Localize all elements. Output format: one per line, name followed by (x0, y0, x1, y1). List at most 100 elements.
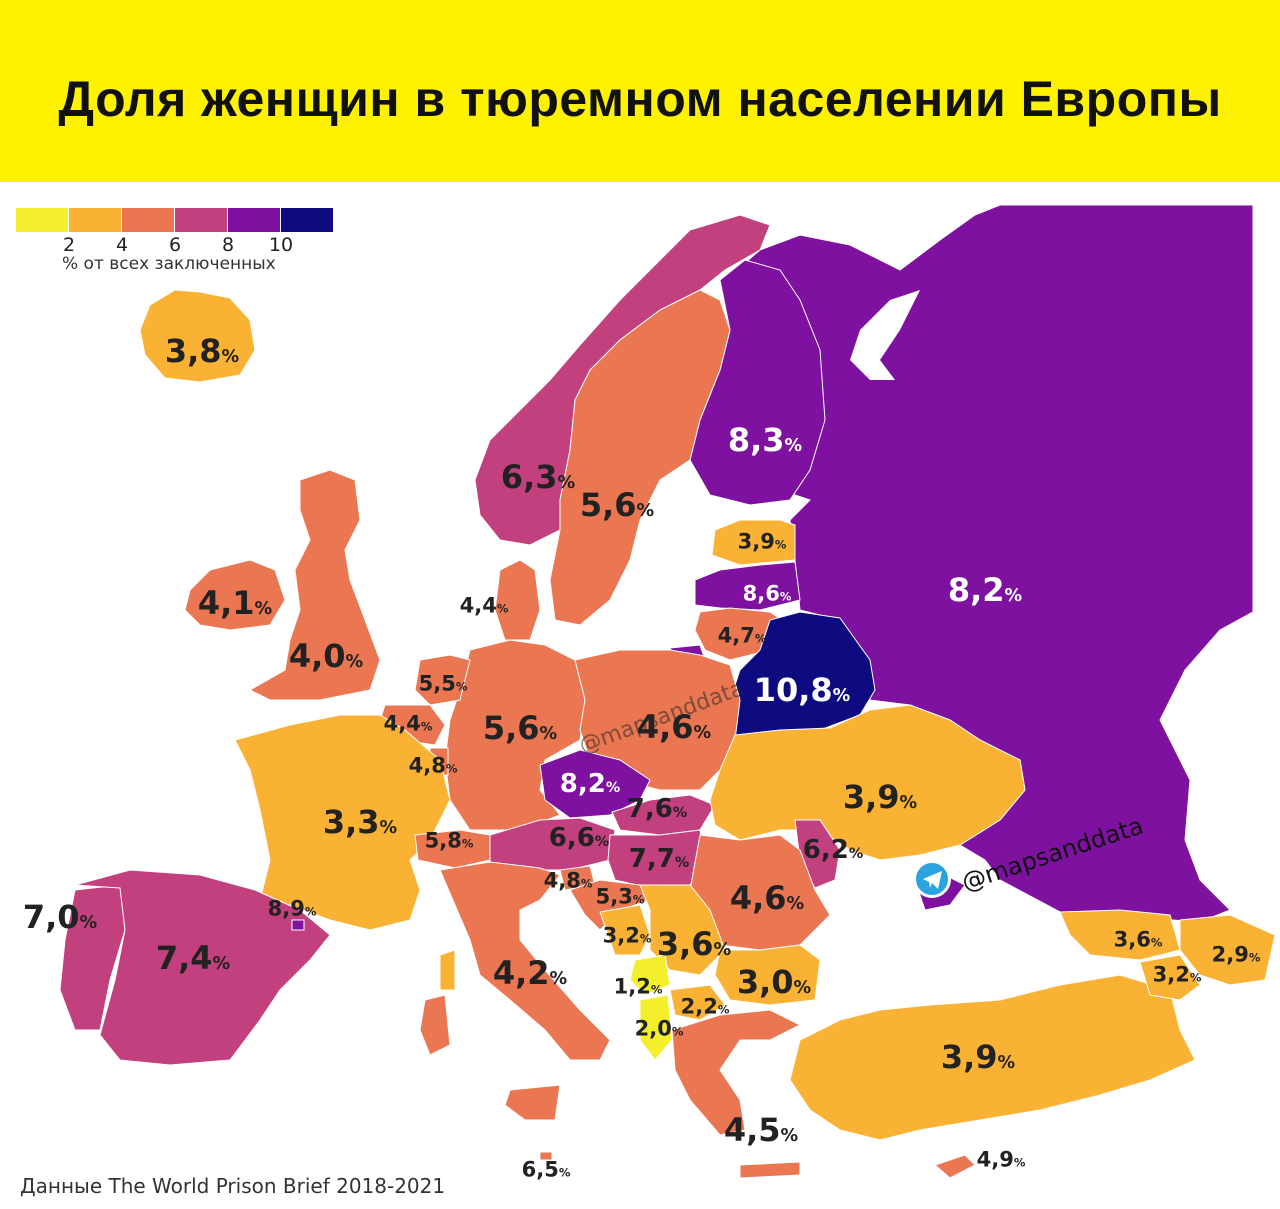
label-bosnia: 3,2% (602, 923, 652, 948)
label-georgia: 3,6% (1113, 927, 1163, 952)
region-andorra (291, 919, 305, 931)
region-corsica (439, 949, 456, 991)
region-sardinia (419, 994, 451, 1056)
label-iceland: 3,8% (164, 332, 240, 370)
legend-swatch (281, 208, 333, 232)
legend-tick: 8 (221, 234, 235, 256)
legend-swatch (175, 208, 227, 232)
label-netherlands: 5,5% (418, 671, 468, 696)
region-georgia (1059, 909, 1181, 961)
region-bosnia (599, 904, 651, 956)
region-netherlands (414, 654, 471, 706)
label-bulgaria: 3,0% (736, 963, 812, 1001)
region-malta (539, 1151, 553, 1161)
europe-map (59, 204, 1276, 1179)
label-ireland: 4,1% (197, 584, 273, 622)
region-albania (639, 994, 673, 1061)
label-north-macedonia: 2,2% (680, 994, 730, 1019)
label-belgium: 4,4% (383, 711, 433, 736)
region-latvia (694, 561, 801, 611)
legend: 2 4 6 8 10 % от всех заключенных (16, 208, 334, 274)
legend-color-scale (16, 208, 334, 232)
label-switzerland: 5,8% (424, 828, 474, 853)
label-italy: 4,2% (492, 954, 568, 992)
region-greece (671, 1009, 802, 1136)
region-turkey (789, 974, 1196, 1141)
label-france: 3,3% (322, 803, 398, 841)
label-lithuania: 4,7% (717, 623, 767, 648)
region-bulgaria (714, 944, 821, 1006)
legend-swatch (16, 208, 68, 232)
label-malta: 6,5% (521, 1157, 571, 1182)
label-armenia: 3,2% (1152, 962, 1202, 987)
legend-tick: 6 (168, 234, 182, 256)
region-north-macedonia (669, 984, 726, 1021)
legend-ticks: 2 4 6 8 10 (16, 232, 334, 256)
label-romania: 4,6% (729, 879, 805, 917)
label-uk: 4,0% (288, 637, 364, 675)
label-portugal: 7,0% (22, 898, 98, 936)
region-azerbaijan (1179, 914, 1276, 986)
region-sicily (504, 1084, 561, 1121)
region-serbia (639, 884, 726, 976)
region-kosovo (629, 954, 671, 996)
label-azerbaijan: 2,9% (1211, 942, 1261, 967)
label-moldova: 6,2% (802, 835, 864, 865)
label-slovenia: 4,8% (543, 868, 593, 893)
label-serbia: 3,6% (656, 925, 732, 963)
region-armenia (1139, 954, 1201, 1001)
legend-swatch (69, 208, 121, 232)
label-croatia: 5,3% (595, 884, 645, 909)
region-sweden (549, 289, 731, 626)
label-cyprus: 4,9% (976, 1147, 1026, 1172)
label-greece: 4,5% (723, 1111, 799, 1149)
white-sea (850, 290, 920, 380)
label-hungary: 7,7% (628, 844, 690, 874)
label-belarus: 10,8% (753, 671, 851, 709)
label-albania: 2,0% (634, 1016, 684, 1041)
region-czechia (539, 749, 651, 819)
region-spain (74, 869, 331, 1066)
label-norway: 6,3% (500, 458, 576, 496)
title-banner (0, 0, 1280, 182)
label-sweden: 5,6% (579, 486, 655, 524)
legend-tick: 10 (268, 234, 294, 256)
label-estonia: 3,9% (737, 529, 787, 554)
region-slovakia (611, 794, 716, 836)
label-slovakia: 7,6% (626, 794, 688, 824)
label-latvia: 8,6% (742, 581, 792, 606)
label-czechia: 8,2% (559, 769, 621, 799)
label-turkey: 3,9% (940, 1038, 1016, 1076)
region-crete (739, 1161, 801, 1179)
label-andorra: 8,9% (267, 896, 317, 921)
label-germany: 5,6% (482, 709, 558, 747)
label-poland: 4,6% (636, 708, 712, 746)
region-ukraine (709, 704, 1026, 861)
label-denmark: 4,4% (459, 593, 509, 618)
legend-swatch (228, 208, 280, 232)
region-estonia (711, 519, 796, 566)
label-austria: 6,6% (548, 823, 610, 853)
data-source: Данные The World Prison Brief 2018-2021 (20, 1174, 446, 1198)
label-russia: 8,2% (947, 571, 1023, 609)
region-uk (248, 469, 381, 701)
label-finland: 8,3% (727, 421, 803, 459)
region-russia (724, 204, 1254, 923)
legend-tick: 2 (62, 234, 76, 256)
region-croatia (569, 879, 651, 931)
legend-swatch (122, 208, 174, 232)
label-luxembourg: 4,8% (408, 753, 458, 778)
telegram-icon (913, 860, 951, 898)
legend-tick: 4 (115, 234, 129, 256)
legend-caption: % от всех заключенных (62, 254, 276, 274)
region-cyprus (934, 1154, 976, 1179)
map-title: Доля женщин в тюремном населении Европы (58, 71, 1222, 127)
region-italy (439, 861, 611, 1061)
label-spain: 7,4% (155, 939, 231, 977)
label-ukraine: 3,9% (842, 778, 918, 816)
region-france (234, 714, 451, 931)
region-denmark (494, 559, 541, 641)
region-iceland (139, 289, 256, 383)
label-kosovo: 1,2% (613, 974, 663, 999)
region-ireland (184, 559, 286, 631)
